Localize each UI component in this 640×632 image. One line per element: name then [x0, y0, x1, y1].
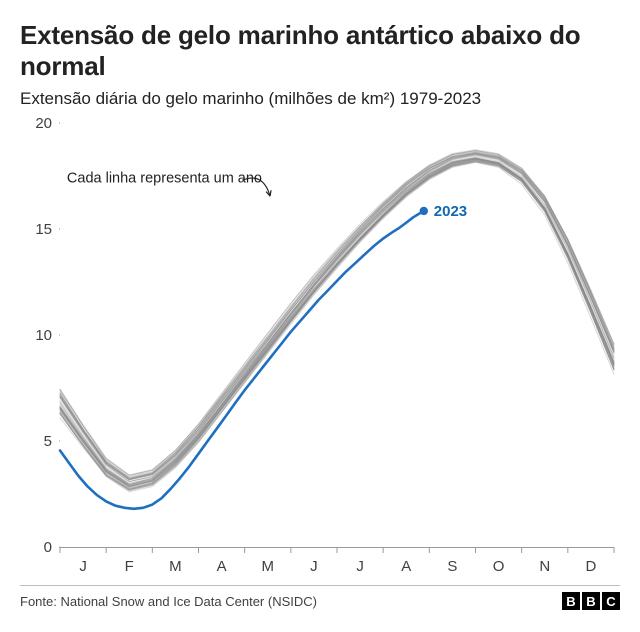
svg-text:A: A: [401, 558, 411, 575]
svg-text:M: M: [169, 558, 182, 575]
svg-text:S: S: [447, 558, 457, 575]
svg-text:20: 20: [35, 115, 52, 132]
chart-subtitle: Extensão diária do gelo marinho (milhões…: [20, 89, 620, 109]
svg-text:A: A: [217, 558, 227, 575]
bbc-logo-letter: B: [562, 592, 580, 610]
svg-text:D: D: [585, 558, 596, 575]
svg-text:10: 10: [35, 327, 52, 344]
source-text: Fonte: National Snow and Ice Data Center…: [20, 594, 317, 609]
chart-footer: Fonte: National Snow and Ice Data Center…: [20, 585, 620, 610]
svg-text:5: 5: [44, 433, 52, 450]
bbc-logo: B B C: [562, 592, 620, 610]
chart-svg: 0 5 10 15 20 J F M A M J J A S O N D Cada linha represent…: [20, 113, 620, 583]
svg-text:J: J: [310, 558, 318, 575]
bbc-logo-letter: C: [602, 592, 620, 610]
series-2023-label: 2023: [434, 203, 467, 220]
historical-lines: [60, 150, 614, 492]
svg-text:M: M: [262, 558, 275, 575]
svg-text:0: 0: [44, 539, 52, 556]
svg-text:J: J: [356, 558, 364, 575]
annotation-text: Cada linha representa um ano: [67, 171, 262, 187]
series-2023-endpoint: [420, 207, 428, 215]
svg-text:O: O: [493, 558, 505, 575]
svg-text:J: J: [79, 558, 87, 575]
chart-title: Extensão de gelo marinho antártico abaix…: [20, 20, 620, 81]
svg-text:N: N: [539, 558, 550, 575]
svg-text:15: 15: [35, 221, 52, 238]
line-chart: 0 5 10 15 20 J F M A M J J A S O N D Cada linha represent…: [20, 113, 620, 583]
svg-text:F: F: [125, 558, 134, 575]
bbc-logo-letter: B: [582, 592, 600, 610]
